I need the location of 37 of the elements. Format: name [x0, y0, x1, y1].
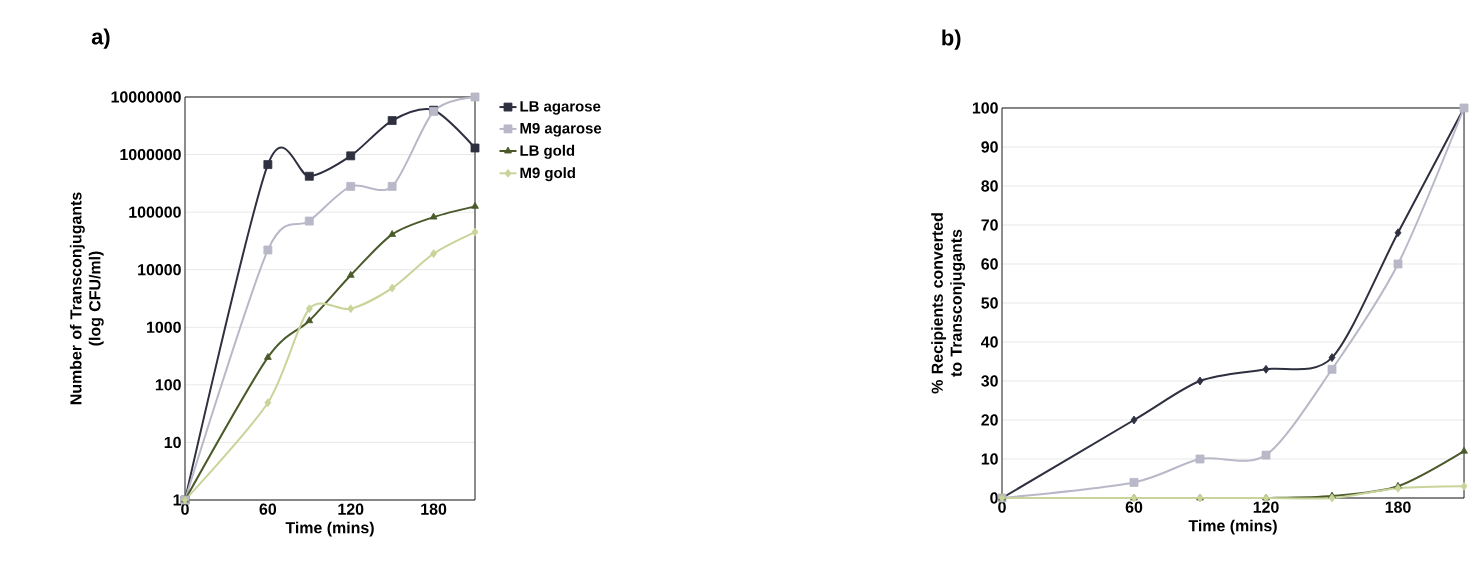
x-tick-label: 120: [338, 503, 364, 515]
y-tick-label: 80: [981, 180, 998, 192]
legend-label: LB agarose: [520, 101, 601, 115]
y-tick-label: 50: [981, 297, 998, 309]
legend-label: LB gold: [520, 144, 575, 159]
y-axis-title: Number of Transconjugants (log CFU/ml): [69, 192, 104, 405]
y-tick-label: 30: [981, 375, 998, 387]
y-tick-label: 10: [164, 436, 181, 449]
legend-label: M9 agarose: [520, 122, 602, 137]
x-tick-label: 180: [421, 503, 447, 515]
y-tick-label: 10000000: [111, 91, 181, 103]
y-tick-label: 1000000: [120, 148, 181, 161]
y-tick-label: 90: [981, 141, 998, 153]
legend-label: M9 gold: [520, 167, 575, 182]
y-tick-label: 40: [981, 336, 998, 348]
y-tick-label: 1000: [147, 321, 181, 333]
x-tick-label: 0: [998, 501, 1006, 513]
x-tick-label: 180: [1385, 501, 1411, 513]
x-axis-title: Time (mins): [285, 521, 374, 537]
x-tick-label: 60: [259, 503, 277, 515]
y-tick-label: 100: [155, 379, 181, 391]
x-tick-label: 60: [1125, 501, 1143, 513]
y-tick-label: 70: [981, 219, 998, 231]
y-tick-label: 10000: [138, 264, 181, 276]
x-tick-label: 120: [1253, 501, 1279, 513]
x-axis-title: Time (mins): [1188, 519, 1277, 535]
y-tick-label: 10: [981, 453, 998, 465]
x-tick-label: 0: [181, 503, 189, 515]
y-tick-label: 100000: [129, 206, 181, 218]
y-tick-label: 100: [972, 102, 998, 114]
y-tick-label: 60: [981, 258, 998, 270]
chart-title: a): [91, 28, 110, 49]
y-tick-label: 0: [990, 492, 998, 504]
y-axis-title: % Recipients converted to Transconjugants: [931, 213, 966, 394]
y-tick-label: 1: [173, 494, 182, 506]
y-tick-label: 20: [981, 414, 998, 426]
chart-title: b): [942, 29, 961, 50]
